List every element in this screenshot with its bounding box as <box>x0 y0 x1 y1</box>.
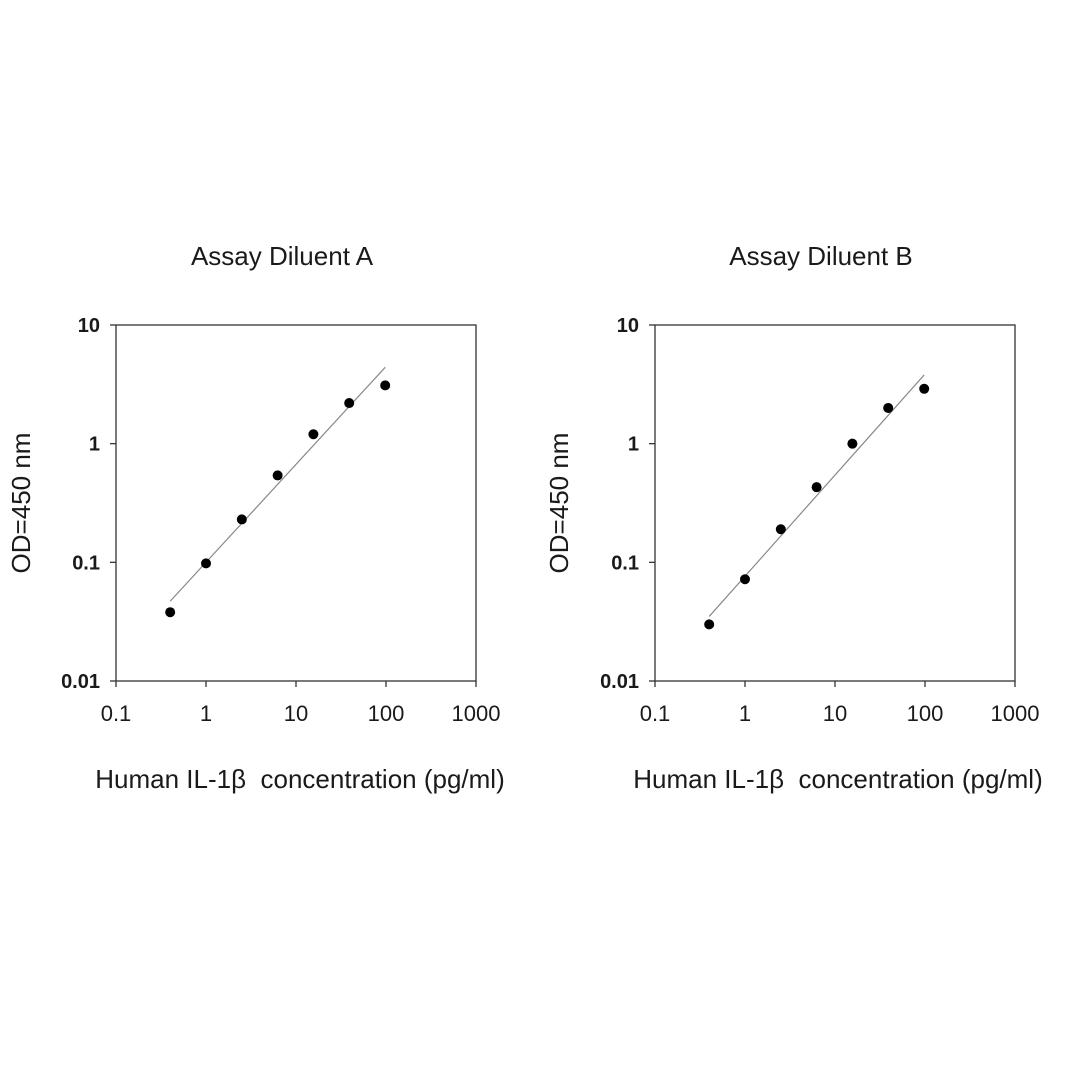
x-tick-label: 100 <box>907 701 944 726</box>
chart-title: Assay Diluent A <box>191 241 374 271</box>
y-axis-label: OD=450 nm <box>6 433 36 574</box>
chart-panel-a: Assay Diluent A0.1 1 10 100 10000.010.1110OD… <box>6 241 505 794</box>
data-point <box>740 574 750 585</box>
y-tick-label: 0.1 <box>611 552 639 574</box>
x-tick-label: 1 <box>739 701 751 726</box>
chart-title: Assay Diluent B <box>729 241 913 271</box>
y-axis-label: OD=450 nm <box>544 433 574 574</box>
x-tick-label: 0.1 <box>101 701 132 726</box>
y-tick-label: 10 <box>617 315 639 337</box>
data-point <box>201 558 211 569</box>
data-point <box>236 514 247 525</box>
data-point <box>919 383 930 394</box>
x-axis-label: Human IL-1β concentration (pg/ml) <box>633 764 1042 794</box>
y-tick-label: 1 <box>89 434 100 456</box>
data-point <box>704 619 715 630</box>
y-tick-label: 0.01 <box>61 671 100 693</box>
x-tick-label: 10 <box>823 701 847 726</box>
x-tick-label: 1000 <box>452 701 501 726</box>
x-tick-label: 1000 <box>991 701 1040 726</box>
y-tick-label: 1 <box>628 434 639 456</box>
data-point <box>344 398 355 409</box>
x-tick-label: 0.1 <box>640 701 671 726</box>
x-tick-label: 100 <box>368 701 405 726</box>
data-point <box>380 380 391 391</box>
x-axis-label: Human IL-1β concentration (pg/ml) <box>95 764 504 794</box>
y-tick-label: 0.1 <box>72 552 100 574</box>
chart-panel-b: Assay Diluent B0.1 1 10 100 10000.010.1110OD… <box>544 241 1043 794</box>
data-point <box>847 438 858 449</box>
data-point <box>775 524 786 535</box>
y-tick-label: 0.01 <box>600 671 639 693</box>
data-point <box>811 482 822 493</box>
x-tick-label: 10 <box>284 701 308 726</box>
data-point <box>883 402 894 413</box>
x-tick-label: 1 <box>200 701 212 726</box>
y-tick-label: 10 <box>78 315 100 337</box>
data-point <box>272 470 283 481</box>
data-point <box>308 429 319 440</box>
data-point <box>165 607 176 618</box>
plot-area <box>115 324 477 682</box>
